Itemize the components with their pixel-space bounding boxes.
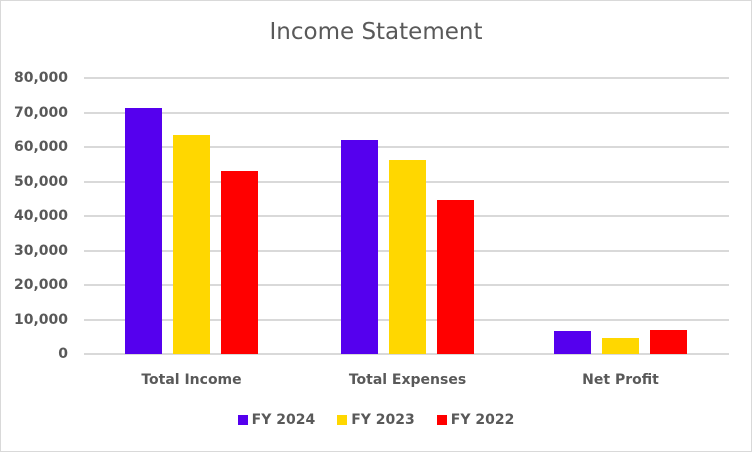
legend-swatch-icon [436,415,447,425]
y-tick-label: 80,000 [13,70,68,86]
legend-swatch-icon [337,415,348,425]
y-tick-label: 30,000 [13,242,68,259]
y-tick-label: 20,000 [13,277,68,293]
y-tick-label: 10,000 [13,311,68,328]
legend-item[interactable]: FY 2023 [337,412,415,428]
legend-item[interactable]: FY 2022 [436,412,515,428]
y-tick-label: 60,000 [13,139,68,155]
bar-fy-2022[interactable] [221,171,258,354]
bar-fy-2022[interactable] [650,329,687,354]
legend: FY 2024 FY 2023 FY 2022 [0,412,752,428]
gridline [84,77,729,79]
legend-label: FY 2023 [351,412,415,428]
bar-fy-2024[interactable] [554,330,591,354]
legend-label: FY 2024 [251,412,316,428]
x-category-label: Net Profit [582,372,659,388]
gridline [84,146,729,148]
y-tick-label: 70,000 [13,104,68,121]
chart-title: Income Statement [269,19,483,45]
y-tick-label: 0 [58,346,68,362]
gridline [84,111,729,114]
y-tick-label: 50,000 [13,173,68,190]
y-tick-label: 40,000 [13,208,68,224]
bar-fy-2023[interactable] [602,338,639,354]
gridline [84,353,729,355]
legend-label: FY 2022 [450,412,515,428]
bar-fy-2022[interactable] [437,200,474,354]
bar-fy-2023[interactable] [173,134,210,354]
x-category-label: Total Expenses [348,372,467,388]
bar-fy-2023[interactable] [389,160,426,354]
bar-fy-2024[interactable] [341,140,378,354]
legend-item[interactable]: FY 2024 [237,412,316,428]
bar-fy-2024[interactable] [125,108,162,354]
x-category-label: Total Income [141,372,242,388]
legend-swatch-icon [237,415,248,425]
